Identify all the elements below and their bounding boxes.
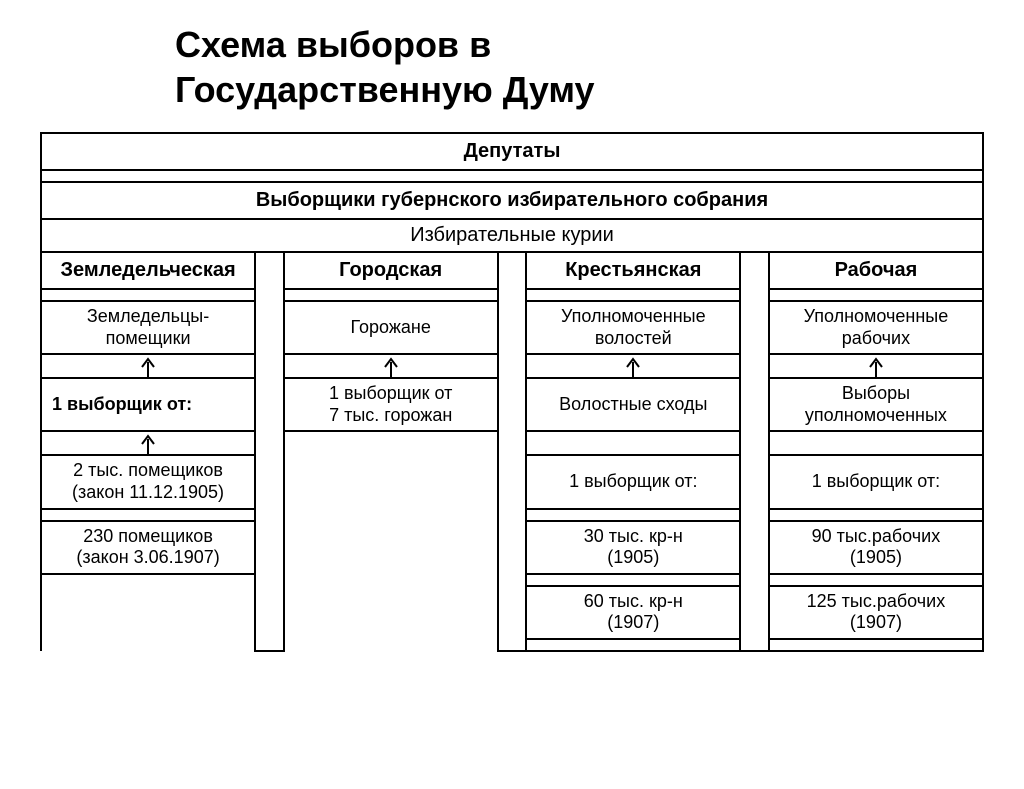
curia-2-row4: 30 тыс. кр-н(1905) (526, 521, 740, 574)
spacer (769, 509, 983, 521)
gap-0 (255, 252, 284, 651)
arrow-up-icon (526, 354, 740, 378)
curia-0-row3: 2 тыс. помещиков(закон 11.12.1905) (41, 455, 255, 508)
curia-2-name: Крестьянская (526, 252, 740, 289)
curia-1-name: Городская (284, 252, 498, 289)
title-line-2: Государственную Думу (175, 69, 595, 110)
spacer (41, 170, 983, 182)
curia-names-row: Земледельческая Городская Крестьянская Р… (41, 252, 983, 289)
curia-3-row1: Уполномоченныерабочих (769, 301, 983, 354)
curia-0-row2: 1 выборщик от: (41, 378, 255, 431)
curia-0-row1: Земледельцы-помещики (41, 301, 255, 354)
curiae-label: Избирательные курии (41, 219, 983, 252)
empty-cell (284, 431, 498, 651)
curia-3-name: Рабочая (769, 252, 983, 289)
title-line-1: Схема выборов в (175, 24, 491, 65)
spacer (526, 639, 740, 651)
spacer (769, 289, 983, 301)
curia-2-row1: Уполномоченныеволостей (526, 301, 740, 354)
page-title: Схема выборов в Государственную Думу (175, 22, 1024, 112)
arrow-up-icon (41, 431, 255, 455)
gap-1 (498, 252, 527, 651)
empty-cell (526, 431, 740, 455)
spacer (769, 574, 983, 586)
curia-2-row5: 60 тыс. кр-н(1907) (526, 586, 740, 639)
curia-2-row3: 1 выборщик от: (526, 455, 740, 508)
election-scheme-table: Депутаты Выборщики губернского избирател… (40, 132, 984, 652)
curia-1-row2: 1 выборщик от7 тыс. горожан (284, 378, 498, 431)
spacer (526, 574, 740, 586)
spacer (526, 509, 740, 521)
spacer (526, 289, 740, 301)
arrow-up-icon (284, 354, 498, 378)
gap-2 (740, 252, 769, 651)
spacer (41, 289, 255, 301)
spacer (769, 639, 983, 651)
arrow-up-icon (769, 354, 983, 378)
curia-3-row4: 90 тыс.рабочих(1905) (769, 521, 983, 574)
deputies-header: Депутаты (41, 133, 983, 170)
curia-1-row1: Горожане (284, 301, 498, 354)
empty-cell (769, 431, 983, 455)
curia-0-name: Земледельческая (41, 252, 255, 289)
curia-2-row2: Волостные сходы (526, 378, 740, 431)
electors-header: Выборщики губернского избирательного соб… (41, 182, 983, 219)
curia-3-row2: Выборыуполномоченных (769, 378, 983, 431)
curia-3-row5: 125 тыс.рабочих(1907) (769, 586, 983, 639)
empty-cell (41, 574, 255, 651)
curia-3-row3: 1 выборщик от: (769, 455, 983, 508)
spacer (41, 509, 255, 521)
arrow-up-icon (41, 354, 255, 378)
spacer (284, 289, 498, 301)
curia-0-row4: 230 помещиков(закон 3.06.1907) (41, 521, 255, 574)
